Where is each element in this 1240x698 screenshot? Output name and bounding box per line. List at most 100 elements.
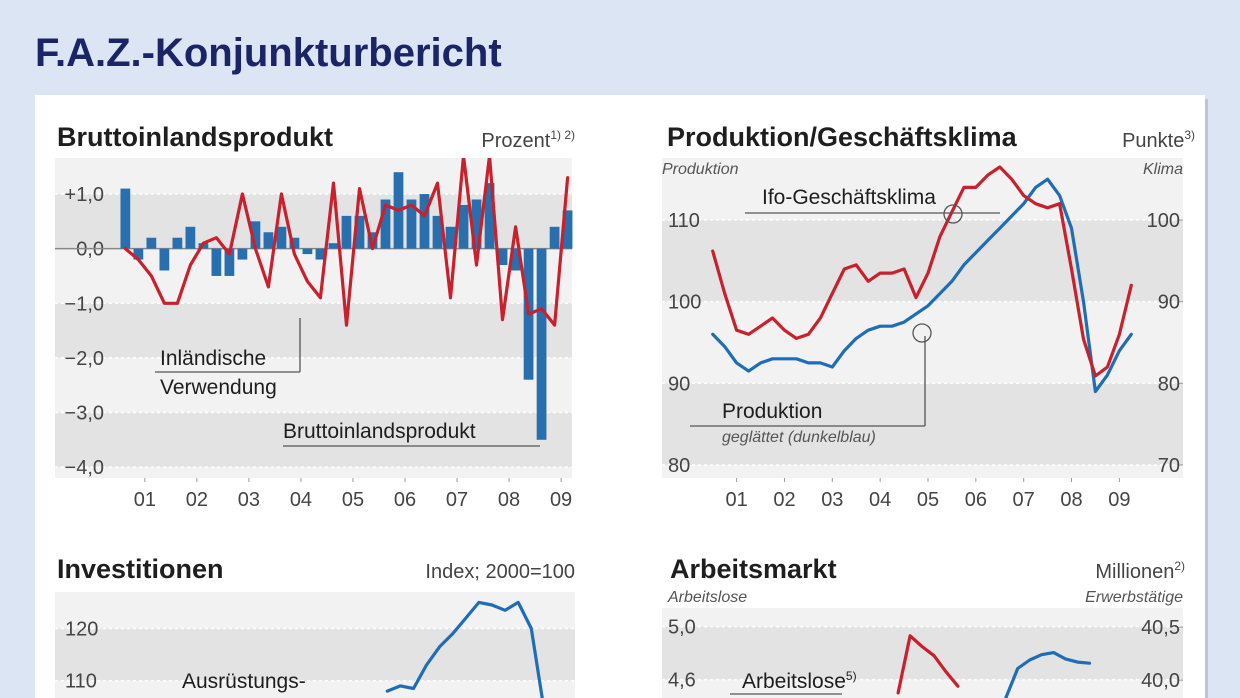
line	[896, 634, 960, 695]
series-name: Ifo-Geschäftsklima	[762, 186, 936, 209]
bar	[120, 188, 131, 249]
plot-band	[55, 158, 572, 195]
y-tick-label: −3,0	[65, 402, 104, 424]
bar	[562, 210, 573, 249]
unit-text: Prozent	[481, 130, 550, 152]
chart-title: Produktion/Geschäftsklima	[667, 122, 1018, 152]
y2-axis-label: Erwerbstätige	[1085, 589, 1183, 606]
line	[1004, 651, 1092, 698]
unit-note: 2)	[1174, 559, 1185, 573]
bar	[484, 183, 495, 249]
plot-band	[55, 680, 575, 698]
bar	[354, 215, 365, 249]
y2-tick-label: 100	[1147, 210, 1180, 232]
plot	[711, 165, 1133, 394]
x-tick-label: 07	[446, 489, 468, 511]
y-tick-label: 90	[668, 373, 690, 395]
x-tick-label: 04	[869, 489, 891, 511]
bar	[211, 248, 222, 276]
y-tick-label: 100	[668, 292, 701, 314]
x-tick-label: 03	[238, 489, 260, 511]
unit-text: Millionen	[1095, 561, 1174, 583]
chart-title: Investitionen	[57, 554, 224, 584]
y-tick-label: 80	[668, 455, 690, 477]
line	[711, 177, 1133, 394]
y2-axis-label: Klima	[1143, 161, 1183, 178]
y-tick-label: 0,0	[76, 239, 104, 261]
bar	[536, 248, 547, 440]
x-tick-label: 01	[726, 489, 748, 511]
plot-band	[55, 467, 572, 478]
bar	[302, 248, 313, 255]
unit: Punkte3)	[1122, 128, 1195, 152]
line	[123, 158, 570, 327]
y-tick-label: −1,0	[65, 293, 104, 315]
bar	[185, 226, 196, 249]
x-tick-label: 04	[290, 489, 312, 511]
leader-circle	[912, 323, 932, 343]
unit: Millionen2)	[1095, 559, 1185, 583]
line	[711, 165, 1133, 378]
x-tick-label: 09	[550, 489, 572, 511]
plot	[120, 158, 573, 440]
x-tick-label: 05	[917, 489, 939, 511]
plot	[385, 600, 544, 698]
bar	[263, 232, 274, 249]
x-tick-label: 05	[342, 489, 364, 511]
chart: 110 100 90 80 100 90 80 70 01 02 03 04 05 06 07 08 09 Pro…	[662, 122, 1195, 511]
annotation: Inländische	[160, 347, 266, 370]
series-name: Bruttoinlandsprodukt	[283, 420, 476, 443]
y2-tick-label: 40,5	[1141, 617, 1180, 639]
chart: +1,0 0,0 −1,0 −2,0 −3,0 −4,0 01 02 03 04 05 06 07 08 0…	[55, 122, 575, 511]
bar	[315, 248, 326, 260]
bar	[250, 221, 261, 249]
plot-band	[55, 592, 575, 629]
unit: Index; 2000=100	[425, 561, 575, 583]
y-tick-label: +1,0	[65, 184, 104, 206]
x-tick-label: 07	[1013, 489, 1035, 511]
chart-title: Arbeitsmarkt	[670, 554, 837, 584]
x-tick-label: 06	[394, 489, 416, 511]
unit-note: 1) 2)	[550, 128, 575, 142]
y-tick-label: 4,6	[668, 670, 696, 692]
bar	[497, 248, 508, 266]
leader-circle	[943, 204, 963, 224]
plot-band	[55, 357, 572, 413]
series-label: Ifo-Geschäftsklima	[762, 186, 936, 209]
bar	[276, 226, 287, 249]
bar	[510, 248, 521, 271]
y2-tick-label: 70	[1158, 455, 1180, 477]
y2-tick-label: 80	[1158, 373, 1180, 395]
x-tick-label: 02	[773, 489, 795, 511]
y-tick-label: 120	[65, 619, 98, 641]
x-tick-label: 03	[821, 489, 843, 511]
bar	[471, 199, 482, 249]
series-name: Produktion	[722, 400, 822, 423]
unit-text: Punkte	[1122, 130, 1184, 152]
y-axis-label: Arbeitslose	[667, 589, 747, 606]
bar	[159, 248, 170, 271]
plot-band	[662, 158, 1183, 221]
chart: 5,0 4,6 40,5 40,0 Arbeitsmarkt Millionen2) Arb…	[662, 554, 1185, 698]
y-tick-label: −4,0	[65, 457, 104, 479]
series-name: Arbeitslose	[742, 670, 846, 693]
bar	[445, 226, 456, 249]
page-title: F.A.Z.-Konjunkturbericht	[35, 31, 502, 75]
bar	[406, 199, 417, 249]
y-tick-label: 5,0	[668, 617, 696, 639]
bar	[289, 237, 300, 249]
bar	[419, 194, 430, 249]
bar	[224, 248, 235, 276]
bar	[146, 237, 157, 249]
plot-band	[662, 608, 1183, 627]
annotation: geglättet (dunkelblau)	[722, 429, 876, 446]
x-tick-label: 02	[186, 489, 208, 511]
y-tick-label: 110	[65, 671, 97, 693]
series-note: 5)	[846, 669, 857, 683]
chart-title: Bruttoinlandsprodukt	[57, 122, 333, 152]
y2-tick-label: 90	[1158, 292, 1180, 314]
plot	[896, 634, 1092, 698]
bar	[380, 199, 391, 249]
series-label: Produktion	[722, 400, 822, 423]
